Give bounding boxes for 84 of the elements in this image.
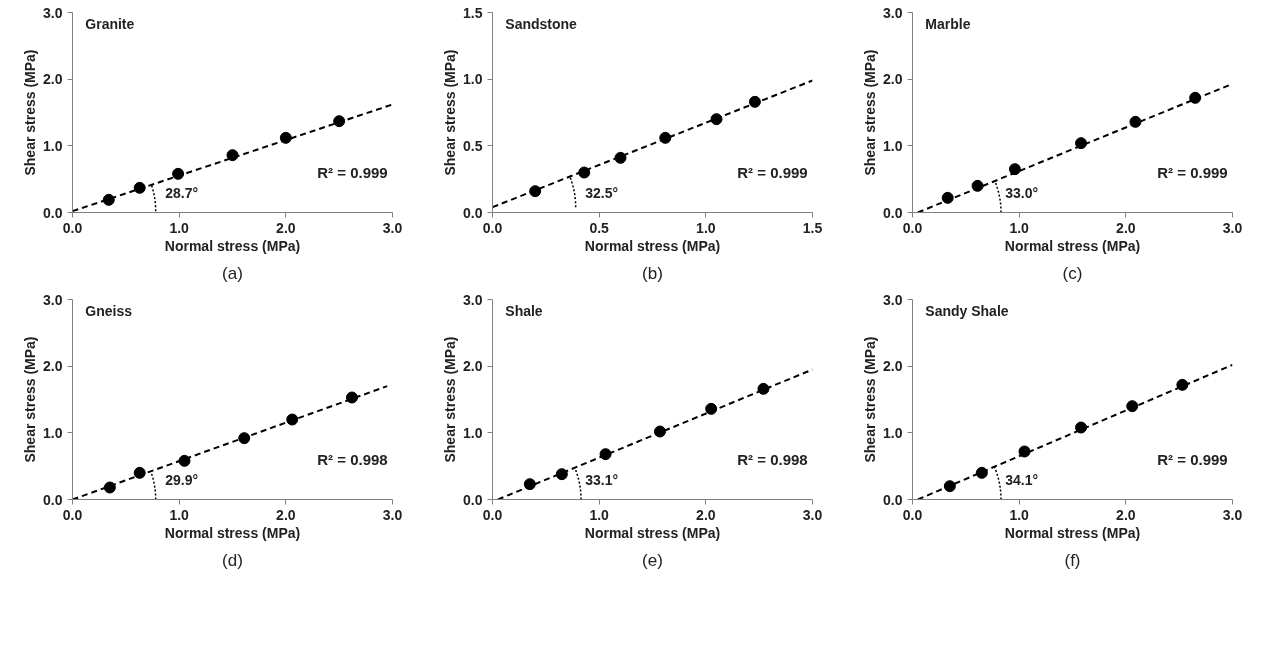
x-tick-label: 3.0 [802, 506, 823, 523]
x-tick-label: 3.0 [382, 506, 403, 523]
x-tick-label: 2.0 [276, 219, 296, 236]
x-tick-label: 2.0 [276, 506, 296, 523]
x-tick-label: 0.0 [482, 219, 503, 236]
y-tick-label: 1.0 [43, 137, 63, 154]
y-tick-label: 2.0 [43, 358, 63, 375]
text: (d) [222, 550, 243, 570]
annotation: 32.5° [585, 184, 619, 201]
annotation: R² = 0.999 [1157, 451, 1228, 468]
x-tick-label: 0.0 [482, 506, 503, 523]
text: (a) [222, 263, 243, 283]
annotation: R² = 0.998 [317, 451, 388, 468]
y-tick-label: 3.0 [883, 4, 903, 21]
annotation: 29.9° [165, 471, 199, 488]
x-tick-label: 3.0 [1222, 219, 1243, 236]
annotation: 33.1° [585, 471, 619, 488]
chart-title: Gneiss [85, 302, 133, 319]
y-tick-label: 0.0 [43, 491, 63, 508]
annotation: 34.1° [1005, 471, 1039, 488]
annotation: 28.7° [165, 184, 199, 201]
chart-title: Marble [925, 15, 971, 32]
y-axis-title: Shear stress (MPa) [442, 336, 459, 463]
y-tick-label: 3.0 [43, 291, 63, 308]
x-tick-label: 1.0 [1009, 219, 1030, 236]
annotation: R² = 0.999 [737, 164, 808, 181]
x-tick-label: 1.0 [169, 506, 190, 523]
chart-title: Granite [85, 15, 135, 32]
x-tick-label: 0.0 [62, 219, 83, 236]
y-tick-label: 3.0 [43, 4, 63, 21]
y-tick-label: 2.0 [463, 358, 483, 375]
annotation: 33.0° [1005, 184, 1039, 201]
annotation: R² = 0.998 [737, 451, 808, 468]
y-tick-label: 0.0 [463, 204, 483, 221]
y-tick-label: 3.0 [463, 291, 483, 308]
x-tick-label: 1.0 [1009, 506, 1030, 523]
y-tick-label: 2.0 [883, 358, 903, 375]
y-tick-label: 1.0 [463, 424, 483, 441]
text: (b) [642, 263, 663, 283]
x-tick-label: 0.0 [62, 506, 83, 523]
x-tick-label: 1.5 [802, 219, 823, 236]
y-tick-label: 0.0 [463, 491, 483, 508]
y-tick-label: 1.0 [463, 71, 483, 88]
x-axis-title: Normal stress (MPa) [584, 237, 721, 254]
chart-title: Shale [505, 302, 543, 319]
x-axis-title: Normal stress (MPa) [584, 524, 721, 541]
chart-title: Sandstone [505, 15, 578, 32]
x-tick-label: 3.0 [1222, 506, 1243, 523]
y-axis-title: Shear stress (MPa) [22, 336, 39, 463]
x-tick-label: 0.0 [902, 219, 923, 236]
y-tick-label: 2.0 [883, 71, 903, 88]
x-axis-title: Normal stress (MPa) [164, 524, 301, 541]
y-tick-label: 2.0 [43, 71, 63, 88]
y-tick-label: 0.5 [463, 137, 483, 154]
text: (c) [1062, 263, 1083, 283]
x-tick-label: 0.0 [902, 506, 923, 523]
x-tick-label: 0.5 [589, 219, 610, 236]
x-tick-label: 2.0 [1116, 506, 1136, 523]
annotation: R² = 0.999 [1157, 164, 1228, 181]
y-tick-label: 1.5 [463, 4, 483, 21]
y-tick-label: 1.0 [883, 137, 903, 154]
y-axis-title: Shear stress (MPa) [862, 49, 879, 176]
y-tick-label: 0.0 [43, 204, 63, 221]
text: (f) [1064, 550, 1081, 570]
y-axis-title: Shear stress (MPa) [442, 49, 459, 176]
x-tick-label: 3.0 [382, 219, 403, 236]
x-tick-label: 1.0 [589, 506, 610, 523]
y-tick-label: 0.0 [883, 491, 903, 508]
x-tick-label: 1.0 [169, 219, 190, 236]
x-axis-title: Normal stress (MPa) [1004, 237, 1141, 254]
y-axis-title: Shear stress (MPa) [862, 336, 879, 463]
x-tick-label: 2.0 [696, 506, 716, 523]
x-tick-label: 1.0 [696, 219, 716, 236]
y-tick-label: 3.0 [883, 291, 903, 308]
y-tick-label: 1.0 [883, 424, 903, 441]
x-tick-label: 2.0 [1116, 219, 1136, 236]
x-axis-title: Normal stress (MPa) [164, 237, 301, 254]
y-tick-label: 1.0 [43, 424, 63, 441]
annotation: R² = 0.999 [317, 164, 388, 181]
x-axis-title: Normal stress (MPa) [1004, 524, 1141, 541]
text: (e) [642, 550, 663, 570]
y-tick-label: 0.0 [883, 204, 903, 221]
chart-title: Sandy Shale [925, 302, 1009, 319]
y-axis-title: Shear stress (MPa) [22, 49, 39, 176]
